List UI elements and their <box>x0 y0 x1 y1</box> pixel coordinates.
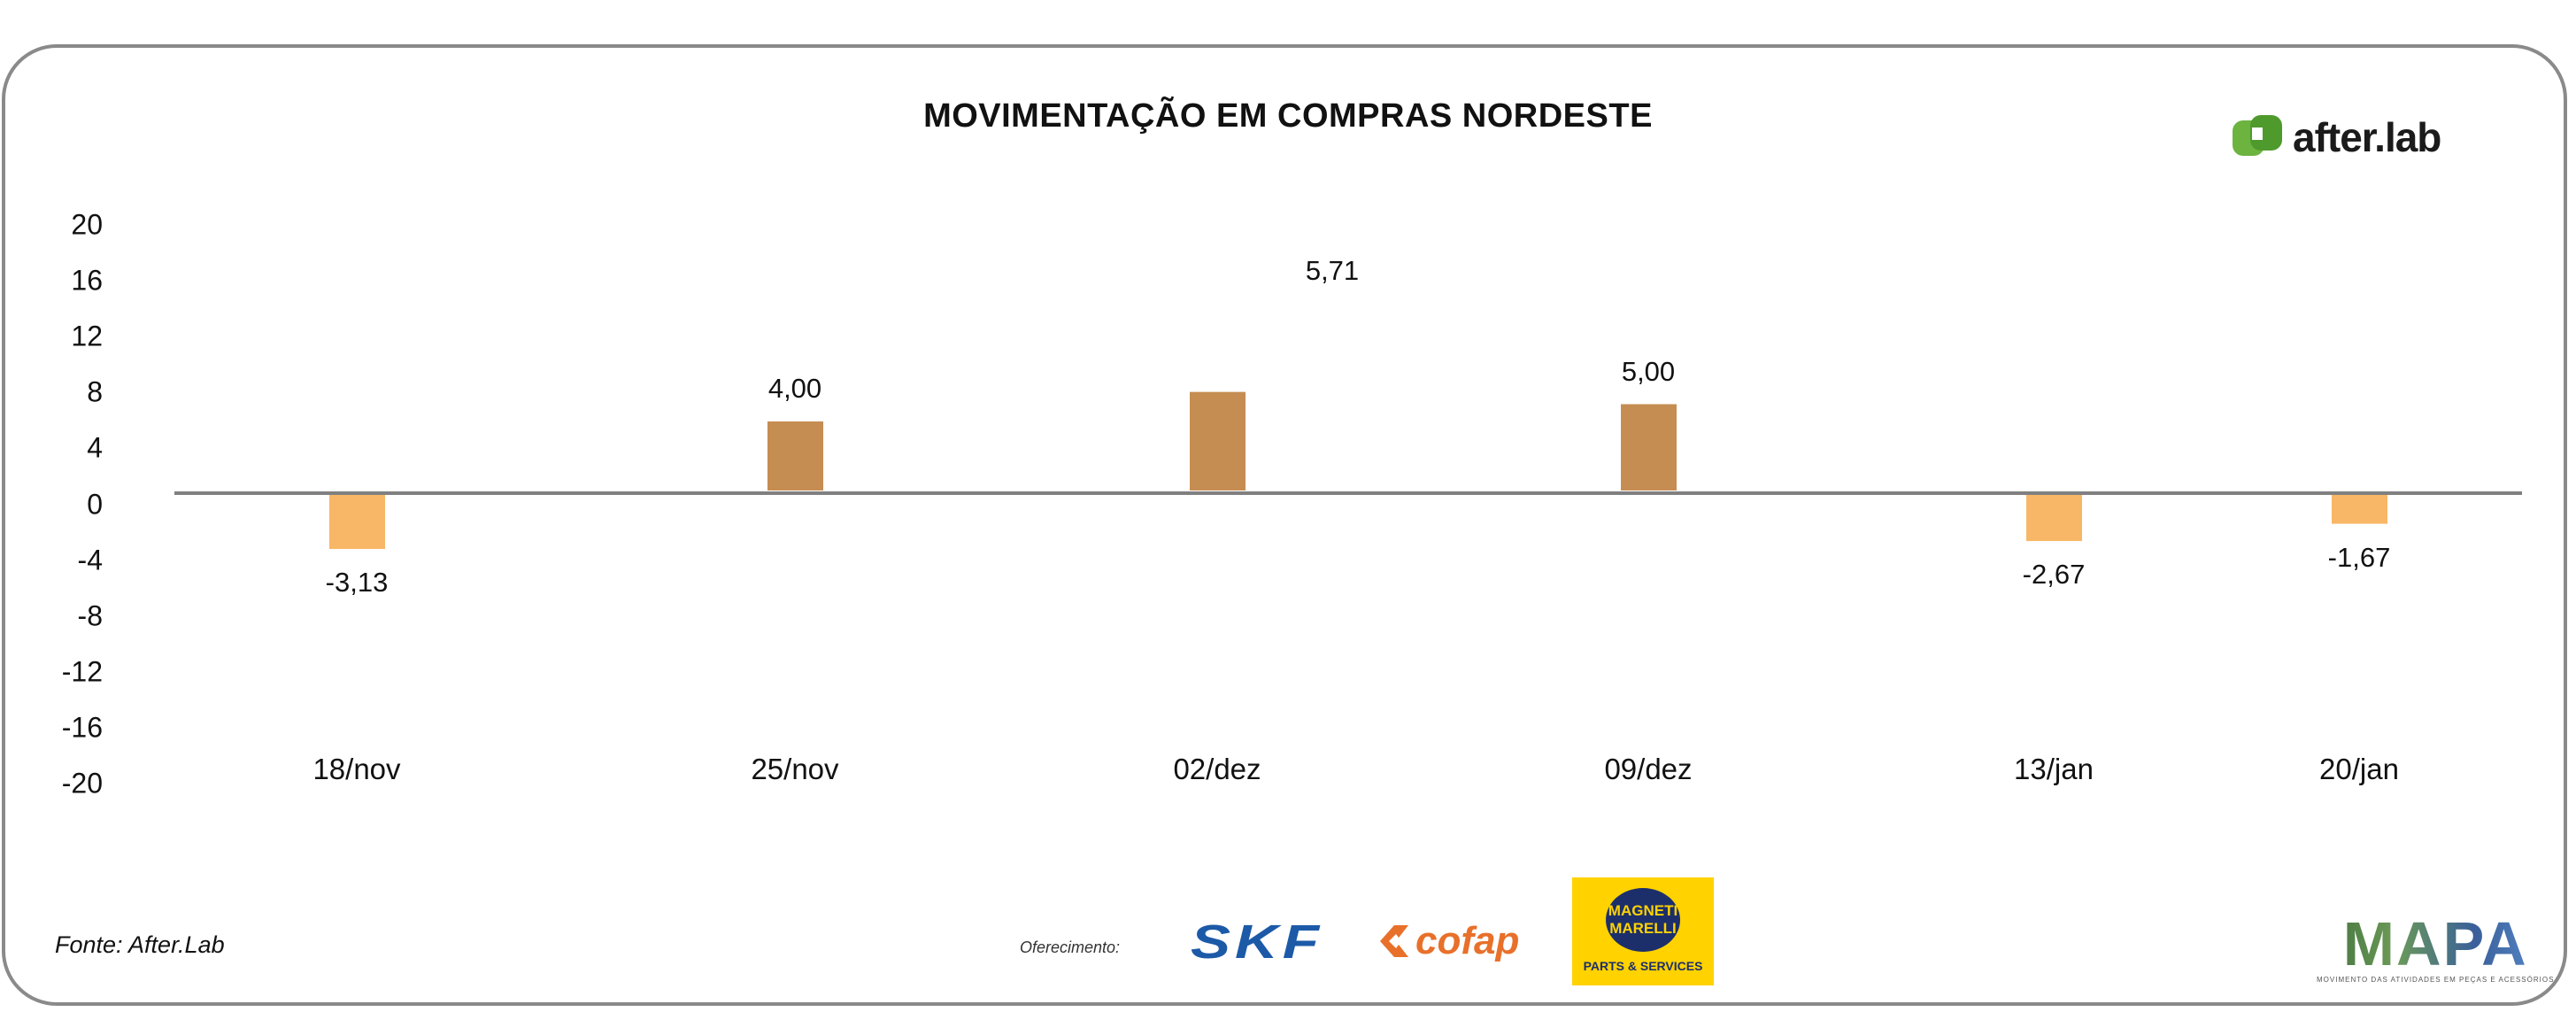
bar-13/jan <box>2026 495 2082 542</box>
bar-18/nov <box>329 495 385 550</box>
bar-25/nov <box>767 421 823 491</box>
source-note: Fonte: After.Lab <box>55 931 225 958</box>
afterlab-wordmark: after.lab <box>2293 114 2441 160</box>
y-tick-label: -20 <box>61 767 103 800</box>
x-tick-label: 13/jan <box>2014 753 2094 785</box>
y-tick-label: 4 <box>87 431 103 464</box>
skf-logo: SKF <box>1191 915 1323 969</box>
bar-20/jan <box>2332 495 2387 524</box>
bar-09/dez <box>1621 404 1677 491</box>
cofap-icon <box>1380 925 1408 957</box>
data-label: 5,71 <box>1305 254 1360 286</box>
data-label: -2,67 <box>2022 559 2086 591</box>
bar-02/dez <box>1190 391 1246 491</box>
magneti-marelli-logo: MAGNETI MARELLI PARTS & SERVICES <box>1572 877 1714 985</box>
data-label: -1,67 <box>2327 541 2391 573</box>
data-label: 4,00 <box>767 373 822 404</box>
y-tick-label: 12 <box>71 320 103 352</box>
chart-title: MOVIMENTAÇÃO EM COMPRAS NORDESTE <box>923 97 1653 135</box>
cofap-logo: cofap <box>1377 919 1519 963</box>
y-tick-label: -8 <box>77 599 103 632</box>
x-tick-label: 09/dez <box>1604 753 1693 785</box>
x-tick-label: 25/nov <box>751 753 839 785</box>
data-label: 5,00 <box>1621 355 1676 387</box>
y-tick-label: 20 <box>71 208 103 241</box>
y-tick-label: -12 <box>61 655 103 688</box>
data-label: -3,13 <box>325 567 389 599</box>
x-tick-label: 18/nov <box>312 753 401 785</box>
y-tick-label: -4 <box>77 544 103 576</box>
y-tick-label: 8 <box>87 375 103 408</box>
x-tick-label: 02/dez <box>1173 753 1261 785</box>
chart-frame <box>2 44 2567 1006</box>
mapa-logo: MAPA MOVIMENTO DAS ATIVIDADES EM PEÇAS E… <box>2317 909 2555 984</box>
y-tick-label: -16 <box>61 711 103 744</box>
x-tick-label: 20/jan <box>2319 753 2399 785</box>
afterlab-icon <box>2233 115 2282 156</box>
y-tick-label: 16 <box>71 264 103 297</box>
sponsor-label: Oferecimento: <box>1020 939 1121 956</box>
afterlab-logo: after.lab <box>2233 113 2441 161</box>
y-tick-label: 0 <box>87 488 103 520</box>
